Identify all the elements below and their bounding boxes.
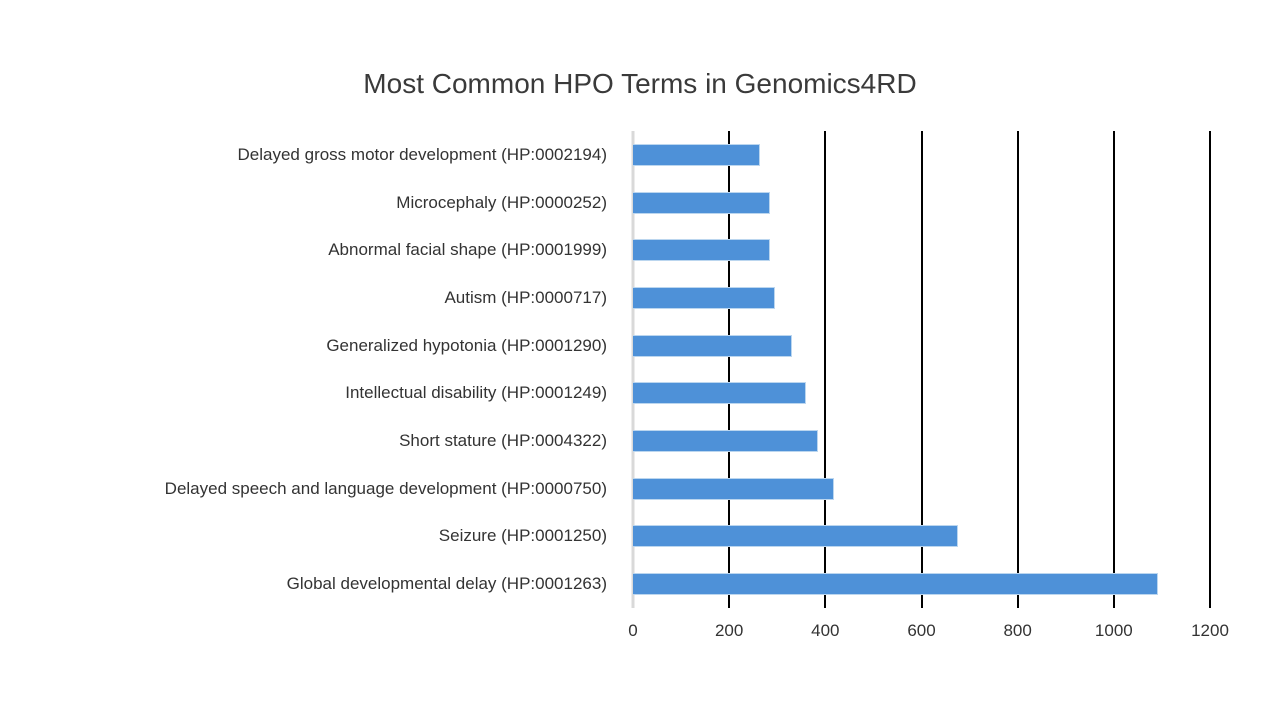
bar-row — [633, 513, 1210, 561]
x-tick-label: 600 — [907, 621, 936, 640]
bar — [633, 477, 834, 500]
x-tick-label: 0 — [628, 621, 638, 640]
category-label: Delayed gross motor development (HP:0002… — [237, 144, 607, 164]
bar — [633, 239, 770, 262]
bar — [633, 286, 775, 309]
x-tick-label: 800 — [1003, 621, 1032, 640]
gridline — [920, 131, 923, 608]
plot-area — [631, 131, 1211, 608]
category-label: Global developmental delay (HP:0001263) — [286, 574, 607, 594]
bar-rows — [633, 131, 1210, 608]
gridline — [728, 131, 731, 608]
x-tick-label: 1000 — [1094, 621, 1133, 640]
bar-row — [633, 560, 1210, 608]
gridline — [1112, 131, 1115, 608]
gridline — [1016, 131, 1019, 608]
bar-row — [633, 370, 1210, 418]
category-label-column: Delayed gross motor development (HP:0002… — [0, 131, 607, 608]
bar — [633, 334, 793, 357]
bar-row — [633, 465, 1210, 513]
category-label: Generalized hypotonia (HP:0001290) — [326, 335, 607, 355]
bar — [633, 382, 807, 405]
category-label: Delayed speech and language development … — [164, 478, 607, 498]
zero-axis-line — [631, 131, 635, 608]
x-tick-label: 200 — [714, 621, 744, 640]
category-label: Seizure (HP:0001250) — [438, 526, 607, 546]
category-label: Microcephaly (HP:0000252) — [396, 192, 607, 212]
bar-row — [633, 179, 1210, 227]
bar-row — [633, 322, 1210, 370]
category-label: Short stature (HP:0004322) — [399, 431, 607, 451]
bar — [633, 143, 761, 166]
category-label: Intellectual disability (HP:0001249) — [345, 383, 607, 403]
gridline — [824, 131, 827, 608]
bar — [633, 191, 770, 214]
bar-row — [633, 226, 1210, 274]
gridline — [1209, 131, 1211, 608]
x-tick-label: 1200 — [1191, 621, 1229, 640]
x-axis: 0 200 400 600 800 1000 1200 — [628, 621, 1229, 647]
bar — [633, 525, 958, 548]
chart-title: Most Common HPO Terms in Genomics4RD — [363, 68, 917, 99]
bar — [633, 573, 1159, 596]
category-label: Abnormal facial shape (HP:0001999) — [328, 240, 607, 260]
category-label: Autism (HP:0000717) — [444, 287, 607, 307]
bar-row — [633, 131, 1210, 179]
x-tick-label: 400 — [811, 621, 840, 640]
bar-row — [633, 417, 1210, 465]
bar-row — [633, 274, 1210, 322]
bar — [633, 430, 818, 453]
